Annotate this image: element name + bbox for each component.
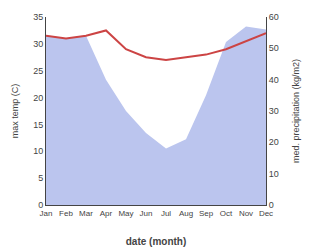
svg-text:0: 0: [269, 200, 274, 210]
svg-text:15: 15: [33, 120, 43, 130]
svg-text:40: 40: [269, 75, 279, 85]
svg-text:35: 35: [33, 12, 43, 22]
svg-text:50: 50: [269, 43, 279, 53]
svg-text:date (month): date (month): [126, 236, 187, 247]
svg-text:0: 0: [38, 200, 43, 210]
svg-text:30: 30: [269, 106, 279, 116]
svg-text:Apr: Apr: [100, 209, 113, 218]
svg-text:Jul: Jul: [161, 209, 171, 218]
svg-text:Feb: Feb: [59, 209, 73, 218]
svg-text:25: 25: [33, 66, 43, 76]
svg-text:Oct: Oct: [220, 209, 233, 218]
svg-text:Aug: Aug: [179, 209, 193, 218]
svg-text:max temp (C): max temp (C): [10, 84, 20, 139]
svg-text:20: 20: [269, 137, 279, 147]
svg-text:20: 20: [33, 93, 43, 103]
svg-text:Jun: Jun: [140, 209, 153, 218]
svg-text:5: 5: [38, 173, 43, 183]
svg-text:Jan: Jan: [40, 209, 53, 218]
svg-text:10: 10: [33, 146, 43, 156]
svg-text:Sep: Sep: [199, 209, 214, 218]
svg-text:60: 60: [269, 12, 279, 22]
svg-text:med. precipitation (kg/m2): med. precipitation (kg/m2): [291, 59, 301, 163]
svg-text:10: 10: [269, 169, 279, 179]
svg-text:Mar: Mar: [79, 209, 93, 218]
svg-text:30: 30: [33, 39, 43, 49]
svg-text:Dec: Dec: [259, 209, 273, 218]
svg-text:May: May: [118, 209, 133, 218]
svg-text:Nov: Nov: [239, 209, 253, 218]
